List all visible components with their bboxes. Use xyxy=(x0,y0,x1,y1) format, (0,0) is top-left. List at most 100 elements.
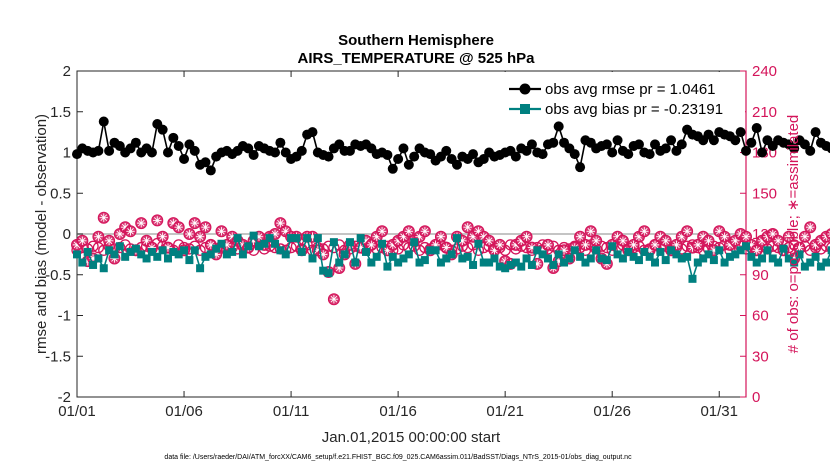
rmse-point xyxy=(168,132,179,143)
bias-point xyxy=(206,250,215,259)
rmse-point xyxy=(526,139,537,150)
obs-assimilated-point xyxy=(616,234,629,247)
bias-point xyxy=(185,256,194,265)
bias-point xyxy=(795,250,804,259)
rmse-point xyxy=(735,127,746,138)
bias-point xyxy=(683,252,692,261)
bias-point xyxy=(543,254,552,263)
bias-point xyxy=(554,250,563,259)
bias-point xyxy=(715,246,724,255)
y-right-tick-label: 150 xyxy=(752,185,777,202)
bias-point xyxy=(308,254,317,263)
rmse-point xyxy=(323,151,334,162)
obs-assimilated-point xyxy=(103,234,116,247)
rmse-point xyxy=(757,147,768,158)
bias-point xyxy=(517,262,526,271)
rmse-point xyxy=(730,135,741,146)
bias-point xyxy=(463,252,472,261)
rmse-point xyxy=(409,151,420,162)
obs-assimilated-point xyxy=(782,230,795,243)
bias-point xyxy=(742,242,750,251)
rmse-point xyxy=(270,147,281,158)
bias-point xyxy=(410,238,419,247)
obs-assimilated-point xyxy=(215,225,228,238)
bias-point xyxy=(340,250,349,259)
bias-point xyxy=(137,250,146,259)
bias-point xyxy=(426,246,435,255)
x-axis-label: Jan.01,2015 00:00:00 start xyxy=(322,429,501,446)
rmse-point xyxy=(826,143,830,154)
bias-point xyxy=(490,254,499,263)
bias-point xyxy=(618,254,627,263)
bias-point xyxy=(394,258,403,267)
rmse-point xyxy=(601,139,612,150)
legend-rmse-marker xyxy=(519,83,531,95)
y-left-tick-labels: -2 -1.5 -1 -0.5 0 0.5 1 1.5 2 xyxy=(45,63,71,406)
rmse-point xyxy=(810,127,821,138)
y-left-tick-label: -2 xyxy=(58,389,71,406)
rmse-point xyxy=(623,149,634,160)
bias-point xyxy=(667,246,676,255)
bias-point xyxy=(233,234,242,243)
bias-point xyxy=(736,246,745,255)
bias-point xyxy=(238,250,247,259)
bias-point xyxy=(651,258,660,267)
bias-point xyxy=(634,256,643,265)
obs-assimilated-point xyxy=(183,228,196,240)
y-axis-left-label: rmse and bias (model - observation) xyxy=(33,114,50,354)
bias-point xyxy=(474,239,483,248)
rmse-point xyxy=(607,147,618,158)
bias-point xyxy=(260,239,269,248)
rmse-point xyxy=(248,149,259,160)
bias-point xyxy=(276,246,285,255)
bias-point xyxy=(645,252,654,261)
rmse-point xyxy=(644,149,655,160)
obs-assimilated-point xyxy=(172,221,185,234)
rmse-point xyxy=(575,162,586,173)
bias-point xyxy=(174,250,183,259)
rmse-point xyxy=(162,147,173,158)
footnote-data-file: data file: /Users/raeder/DAI/ATM_forcXX/… xyxy=(164,454,632,461)
bias-point xyxy=(822,258,830,267)
rmse-point xyxy=(569,149,580,160)
rmse-point xyxy=(805,145,816,156)
obs-assimilated-point xyxy=(461,221,474,234)
bias-point xyxy=(335,258,344,267)
x-tick-label: 01/21 xyxy=(486,403,524,420)
y-left-tick-label: 2 xyxy=(63,63,71,80)
bias-point xyxy=(292,234,301,243)
bias-point xyxy=(768,254,777,263)
bias-point xyxy=(565,254,574,263)
rmse-point xyxy=(104,145,115,156)
y-left-tick-label: 1 xyxy=(63,145,71,162)
bias-point xyxy=(758,254,767,263)
obs-assimilated-point xyxy=(135,217,148,230)
bias-point xyxy=(180,246,189,255)
chart-title-line2: AIRS_TEMPERATURE @ 525 hPa xyxy=(298,50,536,67)
bias-point xyxy=(367,258,376,267)
bias-point xyxy=(153,252,162,261)
bias-point xyxy=(447,250,456,259)
bias-point xyxy=(747,252,756,261)
rmse-point xyxy=(307,127,318,138)
bias-point xyxy=(527,260,536,269)
bias-point xyxy=(254,242,263,251)
bias-point xyxy=(281,250,290,259)
bias-point xyxy=(420,256,429,265)
bias-point xyxy=(693,258,702,267)
bias-point xyxy=(752,258,761,267)
bias-point xyxy=(271,239,280,248)
rmse-point xyxy=(393,154,404,165)
rmse-point xyxy=(548,137,559,148)
y-right-tick-label: 210 xyxy=(752,104,777,121)
bias-point xyxy=(624,247,633,256)
obs-assimilated-point xyxy=(92,230,105,243)
obs-assimilated-point xyxy=(483,234,496,247)
x-tick-label: 01/26 xyxy=(593,403,631,420)
bias-point xyxy=(458,254,467,263)
bias-point xyxy=(324,269,333,278)
rmse-point xyxy=(130,137,141,148)
obs-assimilated-point xyxy=(151,214,164,227)
rmse-point xyxy=(382,149,393,160)
obs-assimilated-point xyxy=(327,293,340,306)
